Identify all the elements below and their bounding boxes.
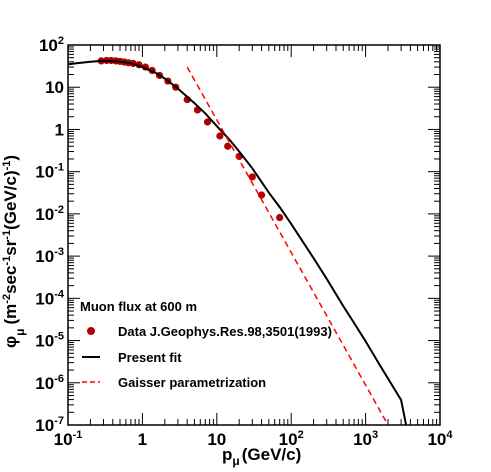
axis-tick-labels: 10-1 1 10 102 103 104 10-7 10-6 10-5 10-4 10-3 10-2… (35, 35, 453, 449)
data-point (276, 213, 284, 222)
y-axis-title-phi-sub: μ (13, 328, 27, 335)
y-axis-title-exp4: -1 (1, 161, 13, 171)
gaisser-parametrization-line (186, 66, 389, 425)
y-axis-title-exp3: -1 (1, 230, 13, 240)
x-tick-label: 10-1 (54, 429, 83, 449)
data-point (203, 118, 212, 126)
y-tick-label: 10-5 (35, 331, 64, 351)
y-axis-title-t3: (GeV/c) (1, 170, 20, 230)
legend-label-fit: Present fit (118, 350, 182, 365)
series-layer (68, 56, 408, 425)
data-point (257, 191, 266, 199)
plot-frame (67, 44, 441, 426)
data-point (248, 173, 256, 181)
y-tick-label: 10-7 (35, 415, 64, 435)
y-axis-title-close: ) (1, 155, 20, 161)
axis-ticks (67, 45, 440, 426)
x-axis-title-main: p (222, 445, 232, 464)
y-axis-title-exp1: -2 (1, 294, 13, 304)
y-tick-label: 10-6 (35, 373, 64, 393)
y-tick-label: 10 (45, 78, 64, 97)
legend-label-data: Data J.Geophys.Res.98,3501(1993) (118, 324, 332, 339)
x-tick-label: 10 (207, 430, 226, 449)
y-axis-title-phi: φ (1, 336, 20, 348)
x-tick-label: 1 (138, 430, 147, 449)
x-axis-title-unit: (GeV/c) (242, 445, 302, 464)
legend-marker-data (87, 327, 95, 335)
y-axis-title-exp2: -1 (1, 256, 13, 266)
legend-label-gaisser: Gaisser parametrization (118, 375, 266, 390)
x-tick-label: 103 (353, 429, 378, 449)
y-axis-title-t1: sec (1, 266, 20, 294)
y-tick-label: 10-3 (35, 246, 64, 266)
y-tick-label: 1 (55, 120, 64, 139)
x-axis-title: pμ (GeV/c) (222, 445, 301, 468)
y-tick-label: 102 (39, 35, 64, 55)
y-tick-label: 10-1 (35, 162, 64, 182)
y-tick-label: 10-4 (35, 288, 65, 308)
data-point (224, 142, 232, 150)
present-fit-line (68, 59, 408, 425)
y-axis-title-t2: sr (1, 239, 20, 255)
y-tick-label: 10-2 (35, 204, 64, 224)
y-axis-title-open: (m (1, 304, 20, 325)
legend: Muon flux at 600 m Data J.Geophys.Res.98… (80, 299, 332, 390)
legend-title: Muon flux at 600 m (80, 299, 197, 314)
data-point (216, 132, 224, 140)
x-tick-label: 102 (279, 429, 304, 449)
y-axis-title: φμ(m-2sec-1sr-1(GeV/c)-1) (1, 155, 27, 348)
x-tick-label: 104 (427, 429, 453, 449)
x-axis-title-sub: μ (232, 454, 239, 468)
